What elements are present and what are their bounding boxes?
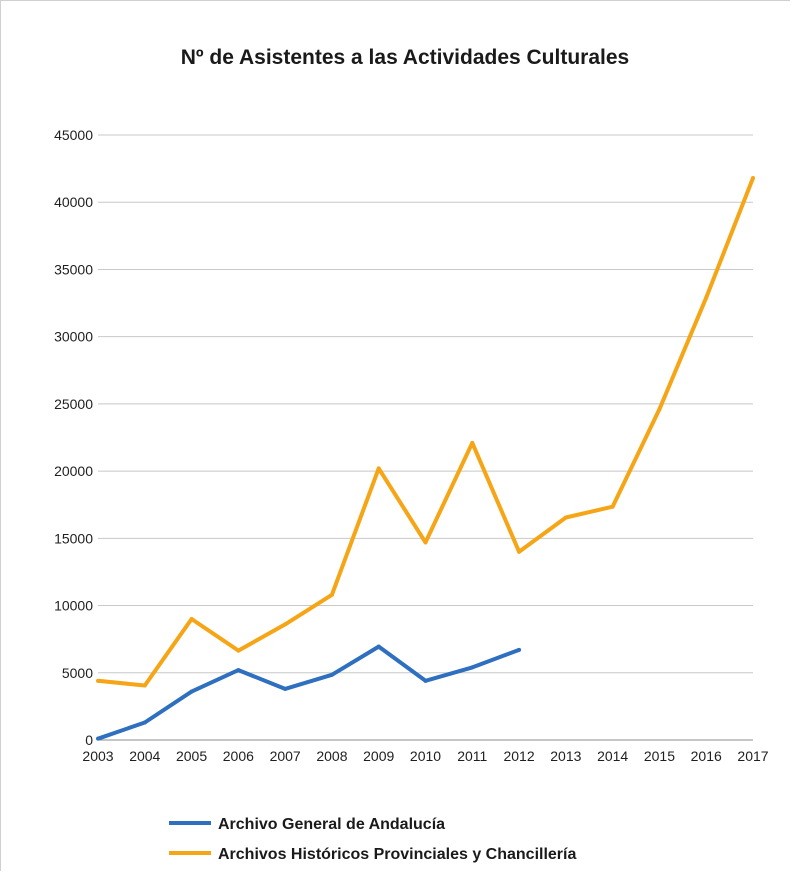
data-point — [142, 683, 147, 688]
x-tick-label: 2010 — [410, 748, 441, 764]
data-point — [423, 540, 428, 545]
data-point — [189, 689, 194, 694]
x-tick-label: 2005 — [176, 748, 207, 764]
legend: Archivo General de Andalucía Archivos His… — [169, 816, 576, 863]
x-tick-label: 2006 — [223, 748, 254, 764]
y-tick-label: 5000 — [62, 665, 93, 681]
y-tick-label: 30000 — [54, 329, 93, 345]
data-point — [517, 549, 522, 554]
y-tick-label: 25000 — [54, 396, 93, 412]
series-line-2 — [97, 177, 755, 688]
data-point — [563, 515, 568, 520]
x-tick-label: 2017 — [737, 748, 768, 764]
y-tick-label: 35000 — [54, 261, 93, 277]
x-tick-label: 2004 — [129, 748, 160, 764]
series-lines — [96, 176, 755, 741]
y-tick-label: 15000 — [54, 530, 93, 546]
data-point — [283, 622, 288, 627]
x-tick-label: 2007 — [270, 748, 301, 764]
x-tick-label: 2014 — [597, 748, 628, 764]
y-tick-label: 40000 — [54, 194, 93, 210]
x-tick-label: 2015 — [644, 748, 675, 764]
data-point — [329, 592, 334, 597]
x-tick-label: 2009 — [363, 748, 394, 764]
x-tick-label: 2016 — [691, 748, 722, 764]
chart-title: Nº de Asistentes a las Actividades Cultu… — [181, 46, 629, 69]
x-tick-label: 2008 — [316, 748, 347, 764]
data-point — [423, 678, 428, 683]
data-point — [236, 648, 241, 653]
x-tick-label: 2013 — [550, 748, 581, 764]
data-point — [517, 647, 522, 652]
data-point — [610, 504, 615, 509]
x-tick-label: 2003 — [82, 748, 113, 764]
y-tick-label: 20000 — [54, 463, 93, 479]
data-point — [142, 720, 147, 725]
data-point — [96, 678, 100, 683]
legend-label: Archivos Históricos Provinciales y Chanc… — [218, 846, 576, 863]
data-point — [96, 736, 100, 741]
y-tick-label: 45000 — [54, 127, 93, 143]
series-line-1 — [97, 644, 520, 741]
data-point — [236, 668, 241, 673]
data-point — [189, 617, 194, 621]
y-tick-label: 0 — [85, 732, 93, 748]
data-point — [704, 295, 709, 300]
y-axis-ticks: 0 5000 10000 15000 20000 25000 30000 35000 40000… — [54, 127, 93, 748]
data-point — [657, 407, 662, 412]
gridlines — [98, 134, 753, 741]
x-axis-ticks: 2003 2004 2005 2006 2007 2008 2009 2010 2011 2012… — [82, 748, 768, 764]
data-point — [283, 686, 288, 691]
data-point — [470, 440, 475, 445]
data-point — [376, 644, 381, 649]
x-tick-label: 2011 — [457, 748, 487, 764]
y-tick-label: 10000 — [54, 598, 93, 614]
data-point — [376, 466, 381, 471]
x-tick-label: 2012 — [503, 748, 534, 764]
data-point — [329, 672, 334, 677]
data-point — [470, 665, 475, 670]
legend-label: Archivo General de Andalucía — [218, 816, 445, 833]
data-point — [751, 176, 755, 181]
